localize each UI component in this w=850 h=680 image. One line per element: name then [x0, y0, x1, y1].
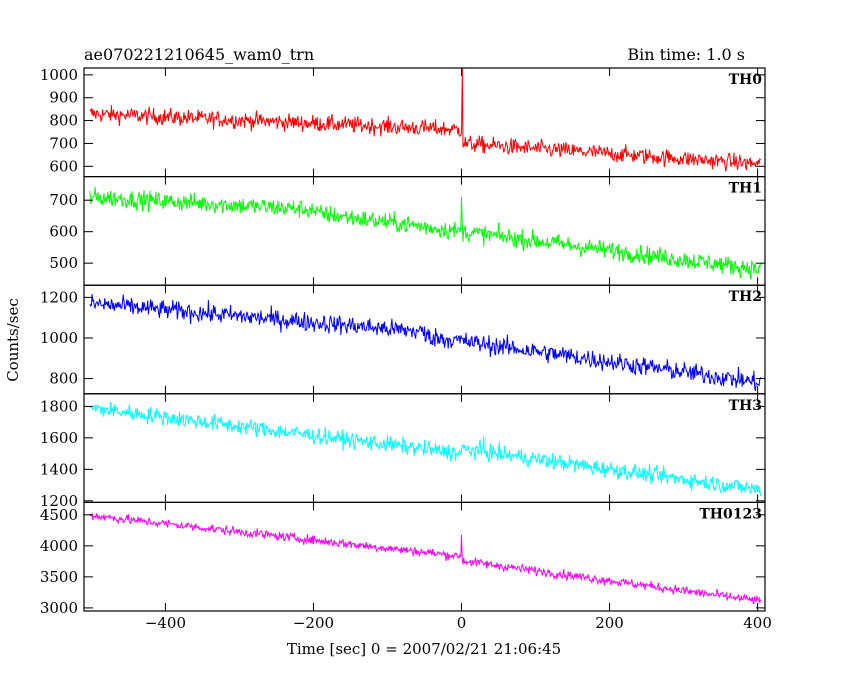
- panel-label-th2: TH2: [729, 289, 762, 305]
- y-tick-label-th0: 900: [49, 89, 78, 107]
- y-tick-label-th3: 1800: [40, 397, 78, 415]
- y-tick-label-th2: 1000: [40, 329, 78, 347]
- x-tick-label: 400: [743, 614, 772, 632]
- y-tick-label-th3: 1400: [40, 460, 78, 478]
- panel-label-th3: TH3: [729, 398, 762, 414]
- y-tick-label-th0123: 4500: [40, 506, 78, 524]
- y-tick-label-th0123: 4000: [40, 537, 78, 555]
- y-tick-label-th3: 1600: [40, 429, 78, 447]
- panels-group: 600 700 800 900 1000 TH0 500 600 700 TH1 800 1000 12…: [40, 66, 772, 632]
- x-tick-label: −200: [293, 614, 334, 632]
- panel-frame-th1: [83, 176, 766, 286]
- panel-label-th0: TH0: [729, 72, 763, 88]
- y-tick-label-th1: 700: [49, 191, 78, 209]
- x-tick-label: −400: [145, 614, 186, 632]
- y-tick-label-th0: 600: [49, 157, 78, 175]
- y-tick-label-th1: 600: [49, 223, 78, 241]
- y-tick-label-th2: 800: [49, 370, 78, 388]
- y-tick-label-th0: 700: [49, 134, 78, 152]
- y-tick-label-th3: 1200: [40, 492, 78, 510]
- panel-frame-th0123: [83, 501, 766, 612]
- y-tick-label-th0123: 3000: [40, 599, 78, 617]
- chart-title: ae070221210645_wam0_trn: [84, 45, 314, 64]
- y-tick-label-th1: 500: [49, 254, 78, 272]
- x-axis-label: Time [sec] 0 = 2007/02/21 21:06:45: [287, 640, 561, 658]
- y-axis-label: Counts/sec: [4, 298, 22, 382]
- panel-label-th1: TH1: [729, 181, 762, 197]
- y-tick-label-th2: 1200: [40, 288, 78, 306]
- series-line-th2: [89, 294, 762, 392]
- x-tick-label: 0: [457, 614, 467, 632]
- bin-time-label: Bin time: 1.0 s: [627, 45, 745, 64]
- y-tick-label-th0: 800: [49, 112, 78, 130]
- panel-frame-th2: [83, 284, 766, 395]
- series-line-th0: [89, 67, 761, 172]
- series-line-th3: [89, 402, 762, 497]
- y-tick-label-th0: 1000: [40, 66, 78, 84]
- y-tick-label-th0123: 3500: [40, 568, 78, 586]
- panel-label-th0123: TH0123: [699, 506, 762, 522]
- series-line-th1: [89, 187, 762, 280]
- x-tick-label: 200: [595, 614, 624, 632]
- series-line-th0123: [89, 512, 762, 604]
